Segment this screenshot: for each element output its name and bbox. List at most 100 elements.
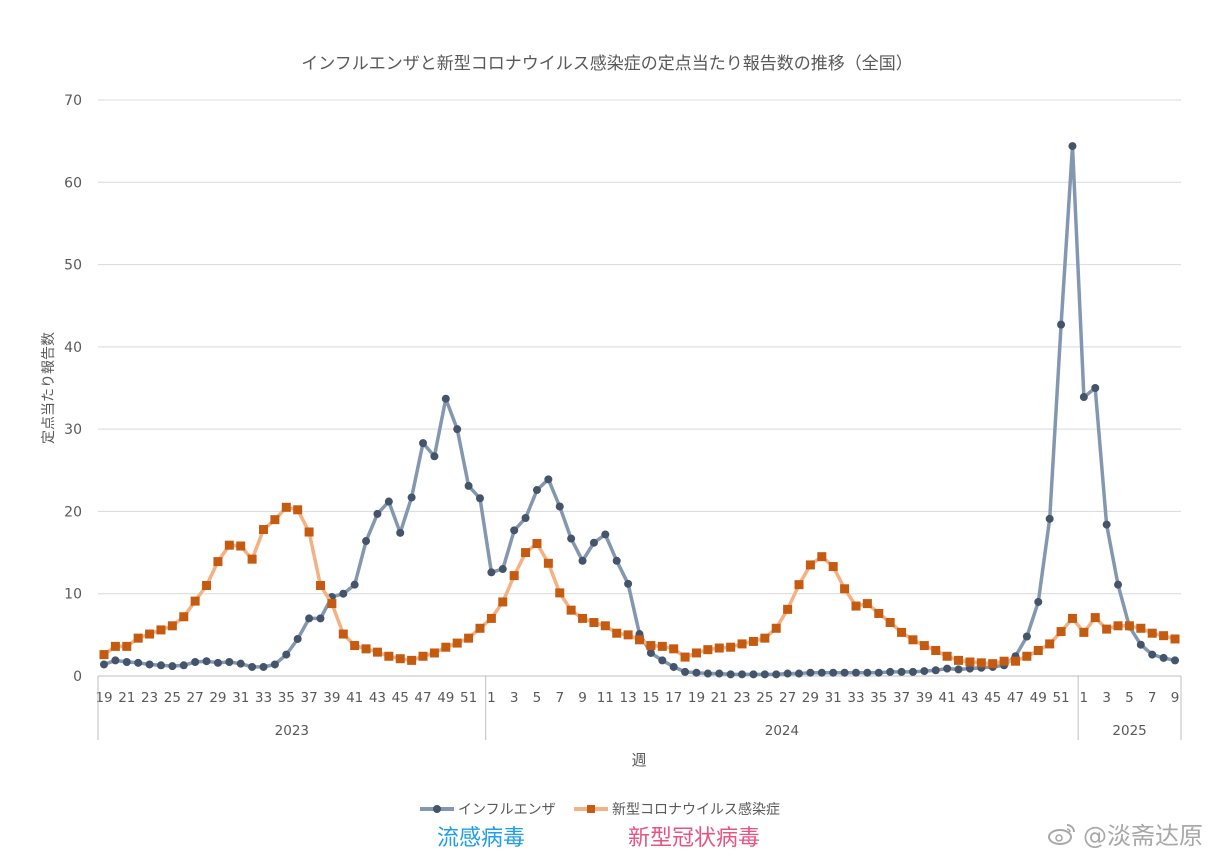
- influenza-data-point: [532, 486, 541, 495]
- influenza-data-point: [851, 668, 860, 677]
- covid-data-point: [1102, 624, 1112, 634]
- influenza-data-point: [544, 475, 553, 484]
- covid-data-point: [555, 588, 565, 598]
- x-tick-label: 51: [460, 690, 477, 706]
- influenza-data-point: [555, 502, 564, 511]
- x-axis-ticks: 19 21 23 25 27 29 31 33 35 37 39 41 43 45 47 49 51 1 3 5 7 9 1…: [95, 690, 1179, 706]
- influenza-data-point: [510, 526, 519, 535]
- x-tick-label: 3: [510, 690, 519, 706]
- covid-data-point: [1033, 645, 1043, 655]
- covid-data-point: [1159, 631, 1169, 641]
- watermark-text: @淡斋达原: [1083, 822, 1203, 850]
- influenza-data-point: [578, 556, 587, 565]
- y-tick-label: 40: [64, 340, 82, 356]
- x-tick-label: 13: [620, 690, 637, 706]
- influenza-data-point: [1091, 384, 1100, 392]
- covid-data-point: [874, 608, 884, 618]
- influenza-data-point: [817, 668, 826, 677]
- covid-data-point: [384, 651, 394, 661]
- covid-data-point: [202, 580, 212, 590]
- covid-data-point: [965, 657, 975, 667]
- covid-data-point: [441, 642, 451, 652]
- influenza-data-point: [760, 670, 769, 679]
- influenza-data-point: [886, 667, 895, 676]
- x-axis-year-groups: 2023 2024 2025: [97, 676, 1182, 740]
- covid-data-point: [1136, 623, 1146, 633]
- x-tick-label: 15: [642, 690, 659, 706]
- influenza-data-point: [567, 534, 576, 543]
- influenza-data-point: [1136, 640, 1145, 649]
- covid-data-point: [817, 552, 827, 562]
- x-tick-label: 27: [187, 690, 204, 706]
- covid-data-point: [418, 651, 428, 661]
- influenza-data-point: [441, 394, 450, 403]
- influenza-data-point: [453, 425, 462, 434]
- covid-data-point: [635, 635, 644, 645]
- influenza-data-point: [589, 538, 598, 547]
- influenza-data-point: [601, 530, 610, 539]
- influenza-data-point: [248, 662, 257, 671]
- x-tick-label: 51: [1052, 690, 1069, 706]
- influenza-data-point: [419, 439, 428, 448]
- covid-data-point: [543, 558, 553, 568]
- influenza-data-point: [715, 669, 724, 678]
- influenza-data-point: [396, 528, 405, 537]
- x-tick-label: 9: [578, 690, 587, 706]
- x-tick-label: 33: [255, 690, 272, 706]
- x-tick-label: 47: [1007, 690, 1024, 706]
- covid-data-point: [429, 648, 439, 658]
- covid-data-point: [236, 541, 246, 551]
- x-tick-label: 41: [346, 690, 363, 706]
- y-axis-label: 定点当たり報告数: [41, 332, 57, 444]
- x-tick-label: 23: [733, 690, 750, 706]
- covid-data-point: [669, 644, 679, 654]
- x-tick-label: 7: [555, 690, 564, 706]
- influenza-data-point: [931, 666, 940, 675]
- year-label: 2025: [1112, 723, 1146, 739]
- x-tick-label: 17: [665, 690, 682, 706]
- x-tick-label: 31: [825, 690, 842, 706]
- x-tick-label: 39: [323, 690, 340, 706]
- covid-data-point: [475, 623, 485, 633]
- influenza-data-point: [202, 657, 211, 666]
- covid-data-point: [737, 639, 747, 649]
- covid-data-point: [395, 654, 405, 664]
- influenza-data-point: [1068, 142, 1077, 151]
- influenza-data-point: [407, 493, 416, 502]
- x-tick-label: 49: [1030, 690, 1047, 706]
- covid-data-point: [840, 584, 850, 594]
- influenza-data-point: [134, 658, 143, 667]
- covid-data-point: [156, 625, 166, 635]
- influenza-data-point: [191, 658, 200, 667]
- x-tick-label: 21: [118, 690, 135, 706]
- covid-data-point: [999, 656, 1009, 666]
- x-tick-label: 33: [847, 690, 864, 706]
- covid-data-point: [532, 539, 542, 549]
- influenza-data-point: [965, 664, 974, 673]
- covid-chinese-label: 新型冠状病毒: [628, 826, 761, 851]
- covid-data-point: [224, 540, 234, 550]
- influenza-data-point: [726, 670, 735, 679]
- influenza-data-point: [1079, 393, 1088, 402]
- legend-influenza-marker: [433, 805, 441, 813]
- influenza-data-point: [612, 556, 621, 565]
- x-tick-label: 29: [209, 690, 226, 706]
- covid-data-point: [407, 655, 417, 665]
- covid-data-point: [1056, 627, 1066, 637]
- covid-data-point: [452, 638, 462, 648]
- influenza-data-point: [806, 668, 815, 677]
- covid-data-point: [293, 505, 303, 515]
- influenza-data-point: [339, 589, 348, 598]
- covid-data-point: [748, 636, 758, 646]
- influenza-data-point: [464, 481, 473, 490]
- x-tick-label: 45: [392, 690, 409, 706]
- y-tick-label: 20: [64, 504, 82, 520]
- influenza-data-point: [156, 661, 165, 670]
- covid-data-point: [680, 652, 690, 662]
- covid-data-point: [133, 633, 143, 643]
- covid-data-point: [145, 629, 155, 639]
- covid-data-point: [110, 641, 120, 651]
- covid-data-point: [1090, 613, 1100, 623]
- influenza-data-point: [863, 668, 872, 677]
- influenza-data-point: [316, 614, 325, 623]
